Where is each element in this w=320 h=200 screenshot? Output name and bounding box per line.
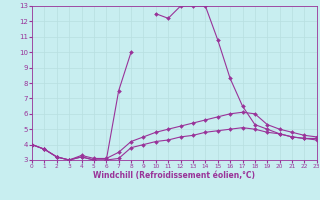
X-axis label: Windchill (Refroidissement éolien,°C): Windchill (Refroidissement éolien,°C) [93,171,255,180]
